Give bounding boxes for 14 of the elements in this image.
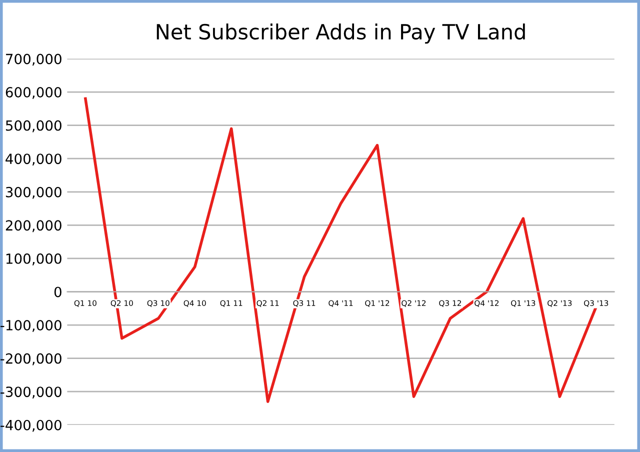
y-tick-label: -100,000 [0,320,62,332]
y-tick-label: 0 [54,286,62,298]
y-tick-label: 600,000 [6,87,62,99]
y-tick-label: 300,000 [6,186,62,199]
y-tick-label: 700,000 [6,54,62,66]
y-tick-label: -400,000 [0,420,62,432]
y-tick-label: 200,000 [6,220,62,232]
y-tick-label: 100,000 [6,253,62,266]
line-series [84,97,598,403]
y-tick-label: -300,000 [0,386,62,398]
y-tick-label: -200,000 [0,353,62,366]
y-tick-label: 500,000 [6,120,62,132]
chart-title: Net Subscriber Adds in Pay TV Land [156,23,525,44]
y-tick-label: 400,000 [6,154,62,166]
